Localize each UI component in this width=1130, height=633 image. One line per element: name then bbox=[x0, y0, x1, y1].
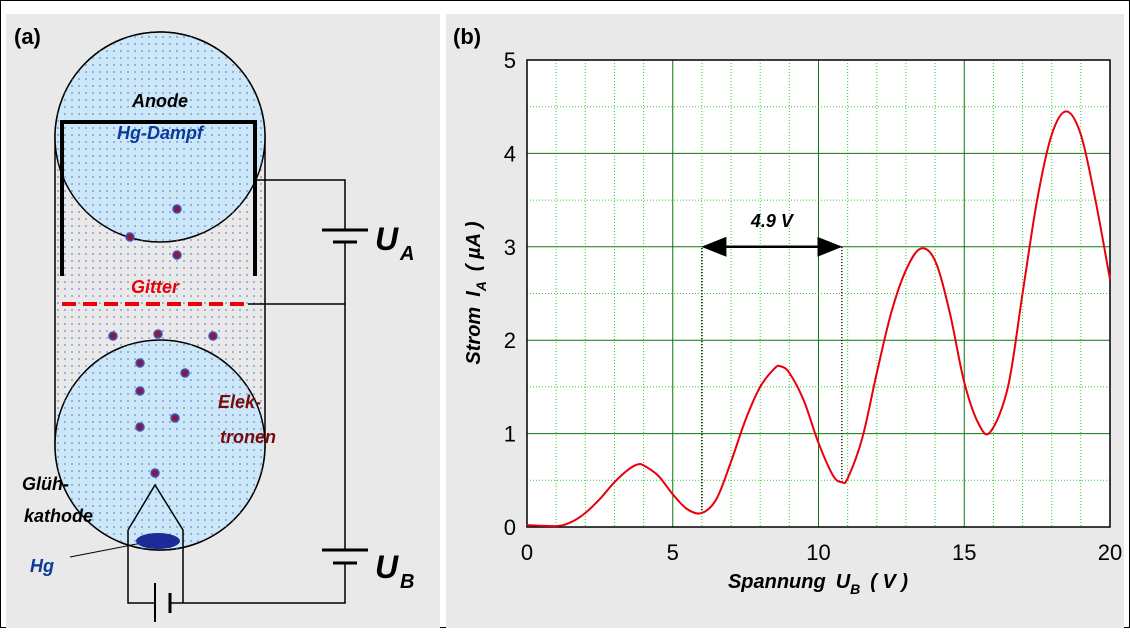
wires bbox=[69, 179, 368, 622]
mercury-label: Hg bbox=[30, 556, 54, 576]
electron-label: Elek- bbox=[218, 392, 261, 412]
y-axis-label-part: Strom bbox=[463, 307, 485, 365]
cathode-label: kathode bbox=[24, 506, 93, 526]
x-axis-label-part: U bbox=[836, 571, 851, 593]
voltage-symbol: U bbox=[375, 549, 399, 585]
voltage-subscript: B bbox=[400, 571, 414, 593]
voltage-symbol: U bbox=[375, 221, 399, 257]
y-axis-label: Strom IA ( µA ) bbox=[463, 221, 489, 364]
y-axis-label-part: A bbox=[473, 281, 489, 292]
annotation-text: 4.9 V bbox=[750, 211, 795, 231]
vapor-label: Hg-Dampf bbox=[117, 123, 205, 143]
x-tick-label: 15 bbox=[952, 540, 976, 565]
y-axis-label-part: ( µA ) bbox=[463, 221, 485, 271]
x-axis-label-part: Spannung bbox=[728, 571, 826, 593]
y-tick-label: 4 bbox=[504, 141, 516, 166]
y-tick-label: 3 bbox=[504, 235, 516, 260]
y-tick-label: 0 bbox=[504, 515, 516, 540]
data-line bbox=[526, 110, 1111, 528]
electrons bbox=[108, 204, 218, 478]
x-axis-label-part: ( V ) bbox=[870, 571, 908, 593]
tube bbox=[54, 31, 266, 551]
y-tick-label: 5 bbox=[504, 48, 516, 73]
x-axis-label-part: B bbox=[850, 581, 860, 597]
y-axis-label-part: I bbox=[463, 291, 485, 297]
y-tick-label: 1 bbox=[504, 422, 516, 447]
x-tick-label: 20 bbox=[1098, 540, 1122, 565]
chart: 0 5 10 15 20 0 1 2 3 4 5 4.9 V (b) Spannung UB ( V ) Str… bbox=[453, 24, 1122, 597]
y-tick-label: 2 bbox=[504, 328, 516, 353]
x-axis-label: Spannung UB ( V ) bbox=[728, 571, 908, 597]
panel-label: (b) bbox=[453, 24, 481, 49]
cathode-label: Glüh- bbox=[22, 474, 69, 494]
voltage-subscript: A bbox=[399, 243, 414, 265]
anode bbox=[60, 120, 257, 276]
mercury bbox=[136, 533, 180, 549]
x-tick-label: 10 bbox=[806, 540, 830, 565]
plot-border bbox=[526, 59, 1111, 528]
panel-label: (a) bbox=[14, 24, 41, 49]
electron-label: tronen bbox=[220, 427, 276, 447]
x-tick-label: 5 bbox=[667, 540, 679, 565]
anode-label: Anode bbox=[131, 91, 188, 111]
x-tick-label: 0 bbox=[521, 540, 533, 565]
grid-label: Gitter bbox=[131, 277, 180, 297]
